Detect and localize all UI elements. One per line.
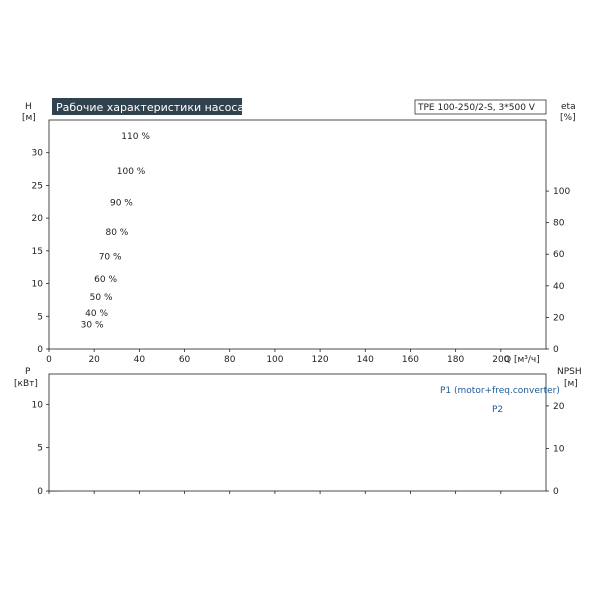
y-tick-label-left: 5: [37, 444, 43, 454]
y-tick-label-left: 20: [32, 214, 44, 224]
legend-p1: P1 (motor+freq.converter): [440, 386, 560, 396]
x-tick-label: 120: [311, 355, 328, 365]
x-tick-label: 0: [46, 355, 52, 365]
speed-label: 100 %: [117, 167, 146, 177]
x-tick-label: 60: [179, 355, 191, 365]
x-tick-label: 80: [224, 355, 236, 365]
plot-frame: [48, 119, 547, 350]
y-tick-label-right: 20: [553, 313, 565, 323]
plot-frame: [48, 373, 547, 492]
bottom-y-axis-unit-left: [кВт]: [14, 379, 38, 389]
speed-label: 80 %: [105, 228, 128, 238]
speed-label: 90 %: [110, 198, 133, 208]
speed-label: 70 %: [99, 253, 122, 263]
y-tick-label-right: 20: [553, 402, 565, 412]
top-chart: 0 20 40 60 80 100 120 140 160 180 200 0 5 10 15 20 25 30 0…: [22, 98, 576, 365]
y-tick-label-left: 0: [37, 345, 43, 355]
y-axis-label-left: H: [25, 102, 32, 112]
y-axis-unit-left: [м]: [22, 113, 36, 123]
model-label: TPE 100-250/2-S, 3*500 V: [417, 103, 536, 113]
bottom-chart: 0 5 10 0 10 20 P [кВт] NPSH [м] P1 (motor+fre…: [14, 367, 582, 497]
speed-label: 110 %: [121, 132, 150, 142]
title-background: [52, 98, 242, 115]
speed-label: 30 %: [81, 321, 104, 331]
chart-title: Рабочие характеристики насоса: [56, 101, 244, 114]
legend-p2: P2: [492, 405, 503, 415]
y-tick-label-left: 25: [32, 181, 43, 191]
x-tick-label: 140: [357, 355, 374, 365]
speed-label: 50 %: [90, 293, 113, 303]
model-label-box: [414, 99, 547, 115]
y-tick-label-left: 5: [37, 312, 43, 322]
x-axis-label: Q [м³/ч]: [504, 355, 540, 365]
y-tick-label-left: 15: [32, 247, 43, 257]
x-tick-label: 100: [266, 355, 283, 365]
x-tick-label: 20: [88, 355, 100, 365]
y-tick-label-right: 10: [553, 444, 565, 454]
y-tick-label-left: 0: [37, 487, 43, 497]
y-tick-label-right: 80: [553, 219, 565, 229]
y-axis-label-right: eta: [561, 102, 576, 112]
speed-label: 60 %: [94, 275, 117, 285]
y-tick-label-right: 0: [553, 345, 559, 355]
bottom-y-axis-unit-right: [м]: [564, 379, 578, 389]
y-tick-label-right: 100: [553, 187, 570, 197]
y-tick-label-right: 0: [553, 487, 559, 497]
x-tick-label: 160: [402, 355, 419, 365]
bottom-axes: 0 5 10 0 10 20: [32, 373, 565, 497]
y-tick-label-left: 10: [32, 400, 44, 410]
bottom-y-axis-label-left: P: [25, 367, 31, 377]
y-axis-unit-right: [%]: [560, 113, 576, 123]
x-tick-label: 180: [447, 355, 464, 365]
y-tick-label-left: 30: [32, 149, 44, 159]
y-tick-label-right: 40: [553, 282, 565, 292]
bottom-y-axis-label-right: NPSH: [557, 367, 582, 377]
y-tick-label-left: 10: [32, 280, 44, 290]
speed-label: 40 %: [85, 309, 108, 319]
x-tick-label: 40: [134, 355, 146, 365]
top-axes: 0 20 40 60 80 100 120 140 160 180 200 0 5 10 15 20 25 30 0…: [32, 119, 570, 365]
y-tick-label-right: 60: [553, 250, 565, 260]
top-curve-labels: 110 % 100 % 90 % 80 % 70 % 60 % 50 % 40 % 30 %: [81, 132, 151, 330]
x-tick-label: 200: [492, 355, 509, 365]
